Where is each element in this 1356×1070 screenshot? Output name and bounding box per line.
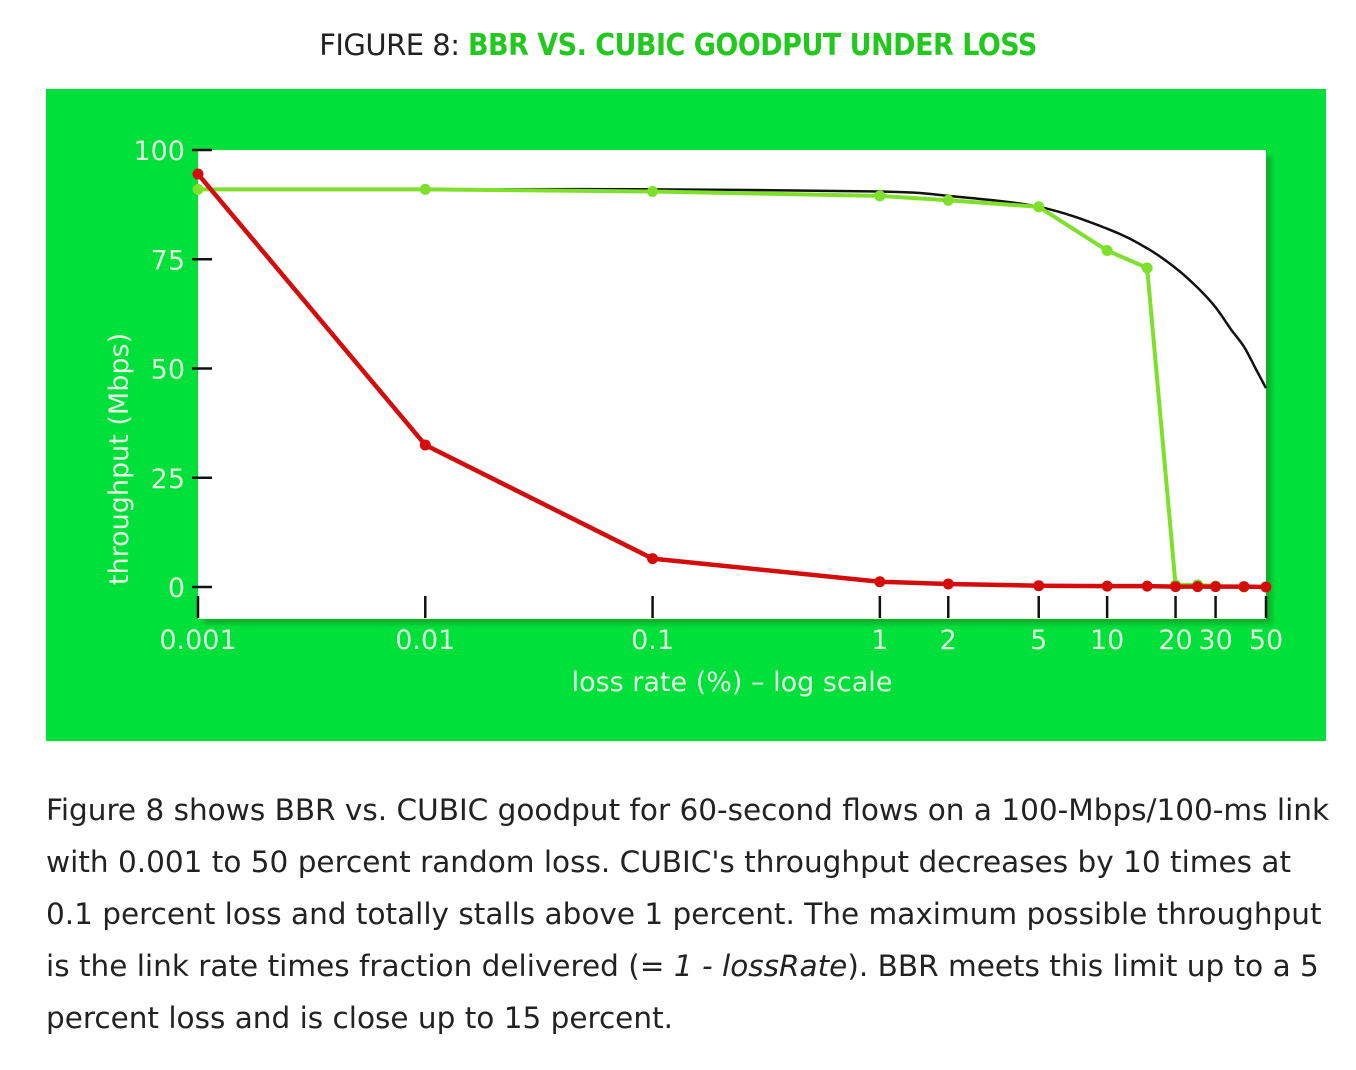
data-point-cubic — [1238, 581, 1250, 593]
y-tick-label: 50 — [151, 355, 185, 386]
y-tick-label: 75 — [151, 245, 185, 276]
x-tick-label: 0.001 — [159, 625, 236, 656]
figure-title-main: BBR VS. CUBIC GOODPUT UNDER LOSS — [467, 28, 1037, 63]
figure-title: FIGURE 8: BBR VS. CUBIC GOODPUT UNDER LO… — [0, 26, 1356, 63]
caption-text-1: Figure 8 shows BBR vs. CUBIC goodput for… — [46, 793, 1330, 983]
y-tick-label: 25 — [151, 464, 185, 495]
x-tick-label: 20 — [1158, 625, 1192, 656]
caption-text-2: ). BBR meets this limit up to a 5 percen… — [46, 949, 1319, 1035]
data-point-cubic — [647, 553, 659, 565]
figure-title-prefix: FIGURE 8: — [319, 28, 460, 62]
y-tick-label: 0 — [168, 573, 185, 604]
data-point-bbr — [1141, 262, 1153, 274]
y-axis-label: throughput (Mbps) — [104, 333, 135, 585]
y-tick-label: 100 — [133, 136, 185, 167]
data-point-cubic — [1170, 581, 1182, 593]
x-tick-label: 0.1 — [631, 625, 674, 656]
data-point-cubic — [1033, 580, 1045, 592]
x-tick-label: 50 — [1249, 625, 1283, 656]
x-axis-label: loss rate (%) – log scale — [572, 667, 893, 698]
data-point-bbr — [874, 190, 886, 202]
data-point-cubic — [1101, 580, 1113, 592]
x-tick-label: 5 — [1030, 625, 1047, 656]
plot-area — [198, 150, 1266, 618]
x-tick-label: 10 — [1090, 625, 1124, 656]
caption-formula: = 1 - lossRate — [639, 949, 848, 983]
data-point-cubic — [1210, 581, 1222, 593]
data-point-bbr — [1101, 245, 1113, 257]
data-point-bbr — [419, 183, 431, 195]
chart-panel: 0 25 50 75 100 0.001 0.01 0.1 1 2 5 10 20 30 50 loss r… — [46, 89, 1326, 741]
data-point-cubic — [1260, 581, 1272, 593]
data-point-cubic — [1141, 580, 1153, 592]
x-tick-label: 0.01 — [395, 625, 455, 656]
data-point-cubic — [192, 168, 204, 180]
data-point-cubic — [419, 439, 431, 451]
x-tick-label: 1 — [871, 625, 888, 656]
data-point-cubic — [874, 576, 886, 588]
data-point-cubic — [1192, 581, 1204, 593]
x-tick-label: 2 — [940, 625, 957, 656]
data-point-bbr — [192, 183, 204, 195]
x-tick-label: 30 — [1198, 625, 1232, 656]
data-point-bbr — [647, 186, 659, 198]
data-point-bbr — [942, 194, 954, 206]
figure-caption: Figure 8 shows BBR vs. CUBIC goodput for… — [46, 784, 1336, 1044]
data-point-bbr — [1033, 201, 1045, 213]
data-point-cubic — [942, 578, 954, 590]
